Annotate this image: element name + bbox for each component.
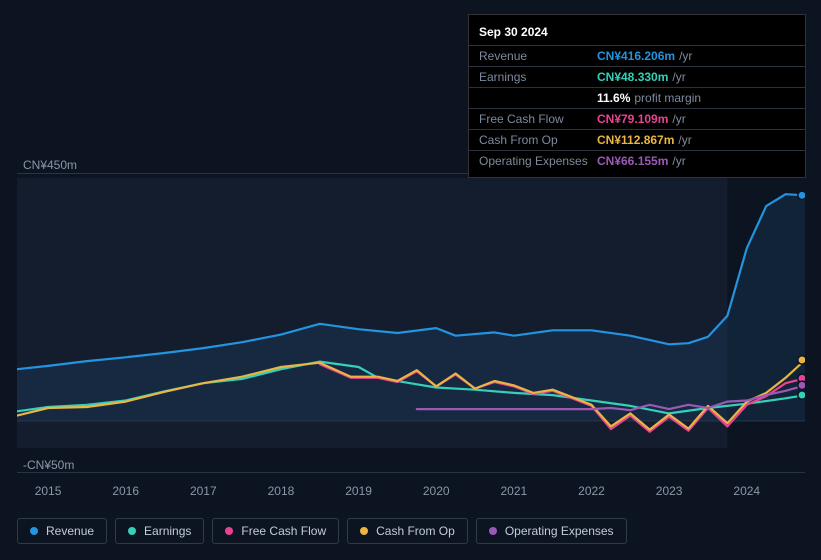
tooltip-suffix: /yr (679, 49, 692, 63)
tooltip-date: Sep 30 2024 (469, 21, 805, 46)
tooltip-row: 11.6% profit margin (469, 88, 805, 109)
legend-item[interactable]: Free Cash Flow (212, 518, 339, 544)
tooltip-label: Cash From Op (479, 133, 597, 147)
endpoint-marker (798, 391, 805, 399)
tooltip-row: Free Cash FlowCN¥79.109m/yr (469, 109, 805, 130)
tooltip-value: CN¥79.109m (597, 112, 668, 126)
tooltip-label (479, 91, 597, 105)
x-tick: 2020 (423, 484, 450, 498)
legend-label: Earnings (144, 524, 191, 538)
x-tick: 2017 (190, 484, 217, 498)
tooltip-suffix: profit margin (634, 91, 701, 105)
tooltip-value: CN¥48.330m (597, 70, 668, 84)
legend-item[interactable]: Revenue (17, 518, 107, 544)
x-tick: 2023 (656, 484, 683, 498)
tooltip-suffix: /yr (672, 154, 685, 168)
x-tick: 2024 (733, 484, 760, 498)
tooltip-suffix: /yr (672, 112, 685, 126)
legend-label: Cash From Op (376, 524, 455, 538)
legend-item[interactable]: Cash From Op (347, 518, 468, 544)
tooltip-value: CN¥66.155m (597, 154, 668, 168)
x-tick: 2022 (578, 484, 605, 498)
y-label-top: CN¥450m (23, 158, 77, 172)
legend-dot-icon (360, 527, 368, 535)
tooltip-label: Revenue (479, 49, 597, 63)
y-label-bottom: -CN¥50m (23, 458, 74, 472)
legend-item[interactable]: Operating Expenses (476, 518, 627, 544)
chart-tooltip: Sep 30 2024 RevenueCN¥416.206m/yrEarning… (468, 14, 806, 178)
legend-dot-icon (128, 527, 136, 535)
legend-dot-icon (489, 527, 497, 535)
gridline (17, 472, 805, 473)
tooltip-row: Operating ExpensesCN¥66.155m/yr (469, 151, 805, 171)
endpoint-marker (798, 356, 805, 364)
endpoint-marker (798, 191, 805, 199)
x-tick: 2015 (35, 484, 62, 498)
legend-label: Revenue (46, 524, 94, 538)
tooltip-value: CN¥416.206m (597, 49, 675, 63)
x-tick: 2019 (345, 484, 372, 498)
line-chart-svg (17, 178, 805, 448)
endpoint-marker (798, 381, 805, 389)
tooltip-label: Free Cash Flow (479, 112, 597, 126)
legend-label: Operating Expenses (505, 524, 614, 538)
x-tick: 2018 (268, 484, 295, 498)
tooltip-value: CN¥112.867m (597, 133, 674, 147)
legend-label: Free Cash Flow (241, 524, 326, 538)
legend-dot-icon (225, 527, 233, 535)
tooltip-label: Earnings (479, 70, 597, 84)
tooltip-value: 11.6% (597, 91, 630, 105)
tooltip-suffix: /yr (678, 133, 691, 147)
tooltip-label: Operating Expenses (479, 154, 597, 168)
tooltip-row: RevenueCN¥416.206m/yr (469, 46, 805, 67)
tooltip-row: Cash From OpCN¥112.867m/yr (469, 130, 805, 151)
chart-legend: Revenue Earnings Free Cash Flow Cash From O… (17, 518, 627, 544)
tooltip-suffix: /yr (672, 70, 685, 84)
tooltip-row: EarningsCN¥48.330m/yr (469, 67, 805, 88)
x-tick: 2021 (501, 484, 528, 498)
x-tick: 2016 (112, 484, 139, 498)
legend-dot-icon (30, 527, 38, 535)
legend-item[interactable]: Earnings (115, 518, 204, 544)
